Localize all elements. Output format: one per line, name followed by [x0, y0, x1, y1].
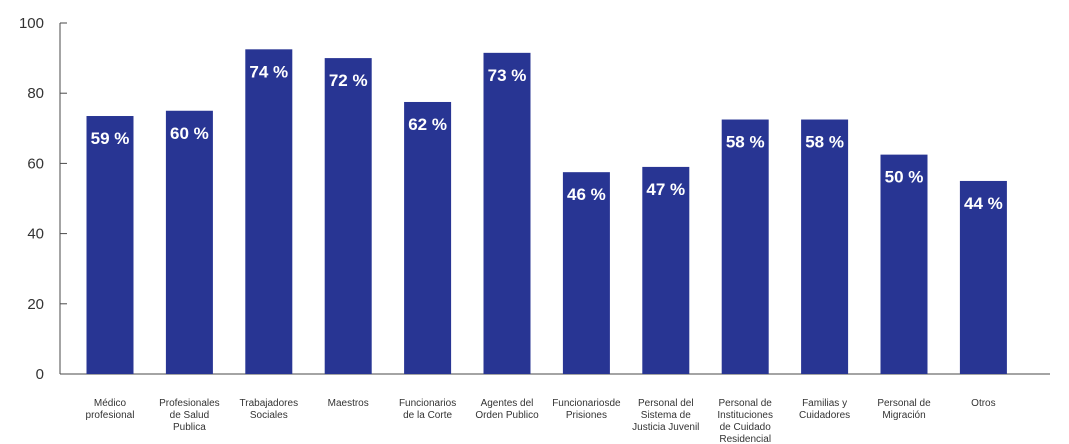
x-tick-labels: Médico profesional Profesionales de Salud Pu…	[86, 398, 996, 444]
x-tick-label: Funcionariosde Prisiones	[552, 398, 621, 421]
bar-data-label: 50 %	[885, 168, 924, 187]
bar-data-label: 60 %	[170, 124, 209, 143]
x-tick-label-line: Justicia Juvenil	[632, 422, 699, 433]
x-tick-label-line: Cuidadores	[799, 410, 850, 421]
bar	[642, 166, 690, 374]
x-tick-label-line: Migración	[882, 410, 925, 421]
bar	[959, 180, 1007, 374]
x-tick-label-line: Funcionariosde	[552, 398, 621, 409]
bar	[721, 119, 769, 375]
bar-data-label: 59 %	[91, 129, 130, 148]
y-tick-label: 100	[19, 15, 44, 32]
x-tick-label-line: Sociales	[250, 410, 288, 421]
x-tick-label-line: Personal de	[877, 398, 931, 409]
x-tick-label-line: Profesionales	[159, 398, 220, 409]
y-axis: 0 20 40 60 80 100	[19, 15, 67, 383]
x-tick-label: Otros	[971, 398, 995, 409]
y-tick-label: 80	[27, 85, 44, 102]
x-tick-label-line: de Salud	[170, 410, 209, 421]
x-tick-label: Personal de Instituciones de Cuidado Reside…	[717, 398, 773, 444]
x-tick-label-line: Sistema de	[641, 410, 691, 421]
y-tick-label: 0	[36, 366, 44, 383]
x-tick-label-line: Agentes del	[481, 398, 534, 409]
x-tick-label-line: de la Corte	[403, 410, 452, 421]
bar-data-label: 73 %	[488, 66, 527, 85]
bar	[562, 172, 610, 374]
bar	[324, 58, 372, 374]
bar-data-label: 46 %	[567, 185, 606, 204]
bar-data-label: 58 %	[726, 133, 765, 152]
x-tick-label-line: Orden Publico	[475, 410, 539, 421]
bar-data-label: 44 %	[964, 194, 1003, 213]
x-tick-label: Agentes del Orden Publico	[475, 398, 539, 421]
bar	[86, 116, 134, 374]
bar-data-label: 62 %	[408, 115, 447, 134]
bar	[483, 52, 531, 375]
x-tick-label-line: Personal de	[719, 398, 773, 409]
x-tick-label-line: de Cuidado	[720, 422, 772, 433]
data-labels: 59 % 60 % 74 % 72 % 62 % 73 % 46 % 47 % 58 % 58 %…	[91, 62, 1003, 213]
bar	[165, 110, 213, 374]
bars	[86, 49, 1007, 375]
x-tick-label-line: Instituciones	[717, 410, 773, 421]
x-tick-label-line: Publica	[173, 422, 206, 433]
x-tick-label-line: Otros	[971, 398, 995, 409]
bar	[801, 119, 849, 375]
x-tick-label: Personal del Sistema de Justicia Juvenil	[632, 398, 699, 433]
y-tick-label: 60	[27, 155, 44, 172]
x-tick-label: Médico profesional	[86, 398, 135, 421]
bar	[404, 101, 452, 374]
x-tick-label-line: Médico	[94, 398, 127, 409]
x-tick-label-line: profesional	[86, 410, 135, 421]
x-tick-label-line: Trabajadores	[240, 398, 299, 409]
x-tick-label: Personal de Migración	[877, 398, 931, 421]
y-tick-label: 40	[27, 226, 44, 243]
x-tick-label: Maestros	[328, 398, 369, 409]
x-tick-label: Trabajadores Sociales	[240, 398, 299, 421]
bar	[245, 49, 293, 374]
bar-data-label: 58 %	[805, 133, 844, 152]
y-tick-label: 20	[27, 296, 44, 313]
x-tick-label-line: Familias y	[802, 398, 847, 409]
x-tick-label-line: Personal del	[638, 398, 694, 409]
bar-data-label: 47 %	[646, 180, 685, 199]
x-tick-label: Profesionales de Salud Publica	[159, 398, 220, 433]
bar	[880, 154, 928, 374]
x-tick-label-line: Maestros	[328, 398, 369, 409]
bar-data-label: 72 %	[329, 71, 368, 90]
x-tick-label: Familias y Cuidadores	[799, 398, 850, 421]
x-tick-label-line: Funcionarios	[399, 398, 456, 409]
bar-data-label: 74 %	[249, 62, 288, 81]
x-tick-label-line: Prisiones	[566, 410, 607, 421]
x-tick-label: Funcionarios de la Corte	[399, 398, 456, 421]
x-tick-label-line: Residencial	[719, 434, 771, 444]
